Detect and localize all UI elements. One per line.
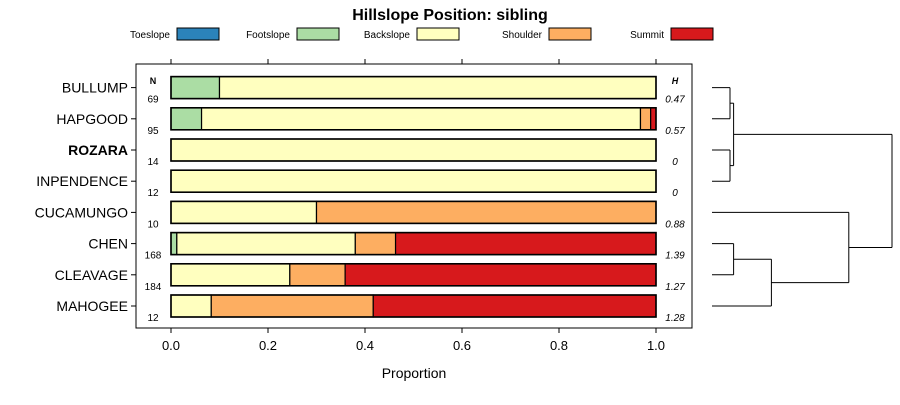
h-value: 0.88 xyxy=(665,219,685,230)
bar-outline xyxy=(170,262,657,287)
bar-segment-backslope xyxy=(170,263,291,287)
n-header: N xyxy=(150,76,157,86)
h-value: 1.39 xyxy=(665,251,685,262)
h-header: H xyxy=(672,76,679,86)
bar-segment-summit xyxy=(650,107,657,131)
bar-outline xyxy=(170,294,657,318)
dendrogram xyxy=(712,87,893,307)
h-value: 1.28 xyxy=(665,313,685,324)
x-tick-label: 1.0 xyxy=(647,338,665,353)
category-label: BULLUMP xyxy=(62,80,128,96)
bar-segment-backslope xyxy=(170,169,657,193)
bar-segment-summit xyxy=(394,232,657,256)
n-value: 69 xyxy=(147,95,159,106)
plot-panel: 0.0 0.2 0.4 0.6 0.8 1.0 N H BULLUMP 69 0.47 HAPGOOD… xyxy=(35,59,693,353)
h-value: 0.47 xyxy=(665,95,685,106)
bar-outline xyxy=(170,231,657,256)
legend-swatch-backslope xyxy=(416,27,460,41)
n-value: 168 xyxy=(145,251,162,262)
bar-segment-shoulder xyxy=(354,232,397,256)
chart-title: Hillslope Position: sibling xyxy=(352,7,548,24)
n-value: 184 xyxy=(145,282,162,293)
legend-swatch-footslope xyxy=(296,27,340,41)
legend-label-toeslope: Toeslope xyxy=(130,30,170,41)
n-value: 10 xyxy=(147,219,159,230)
bar-segment-shoulder xyxy=(289,263,346,287)
legend-swatch-summit xyxy=(670,27,714,41)
h-value: 0 xyxy=(672,157,678,168)
n-value: 14 xyxy=(147,157,159,168)
legend-swatch-shoulder xyxy=(548,27,592,41)
category-label: CHEN xyxy=(88,236,128,252)
bar-outline xyxy=(170,200,657,225)
legend: Toeslope Footslope Backslope Shoulder Summit xyxy=(130,27,714,41)
x-tick-label: 0.8 xyxy=(550,338,568,353)
bar-segment-footslope xyxy=(170,75,221,100)
category-label: CUCAMUNGO xyxy=(35,204,128,220)
bar-segment-backslope xyxy=(218,75,657,100)
bar-segment-backslope xyxy=(170,200,318,224)
x-tick-label: 0.2 xyxy=(259,338,277,353)
bar-segment-backslope xyxy=(176,232,356,256)
n-value: 12 xyxy=(147,188,159,199)
panel-border xyxy=(135,63,693,329)
category-label: HAPGOOD xyxy=(56,111,128,127)
bar-segment-shoulder xyxy=(315,200,657,224)
bar-outline xyxy=(170,107,657,131)
category-label: INPENDENCE xyxy=(36,173,128,189)
h-value: 0 xyxy=(672,188,678,199)
bar-segment-summit xyxy=(372,294,657,318)
h-value: 0.57 xyxy=(665,126,685,137)
x-axis-label: Proportion xyxy=(382,365,447,381)
h-value: 1.27 xyxy=(665,282,685,293)
x-tick-label: 0.6 xyxy=(453,338,471,353)
bar-outline xyxy=(170,169,657,193)
n-value: 95 xyxy=(147,126,159,137)
bar-outline xyxy=(170,75,657,100)
bar-outline xyxy=(170,138,657,162)
legend-swatch-toeslope xyxy=(176,27,220,41)
legend-label-shoulder: Shoulder xyxy=(502,30,543,41)
bar-segment-shoulder xyxy=(210,294,374,318)
n-value: 12 xyxy=(147,313,159,324)
bar-segment-backslope xyxy=(170,138,657,162)
bar-segment-shoulder xyxy=(639,107,652,131)
category-label: CLEAVAGE xyxy=(55,267,128,283)
bar-segment-backslope xyxy=(170,294,212,318)
legend-label-summit: Summit xyxy=(630,30,664,41)
bar-segment-footslope xyxy=(170,232,178,256)
bar-segment-footslope xyxy=(170,107,203,131)
category-label: MAHOGEE xyxy=(56,298,128,314)
bar-segment-summit xyxy=(344,263,657,287)
category-label: ROZARA xyxy=(68,142,128,158)
legend-label-backslope: Backslope xyxy=(364,30,411,41)
legend-label-footslope: Footslope xyxy=(246,30,290,41)
x-tick-label: 0.0 xyxy=(162,338,180,353)
x-tick-label: 0.4 xyxy=(356,338,374,353)
bar-segment-backslope xyxy=(200,107,642,131)
